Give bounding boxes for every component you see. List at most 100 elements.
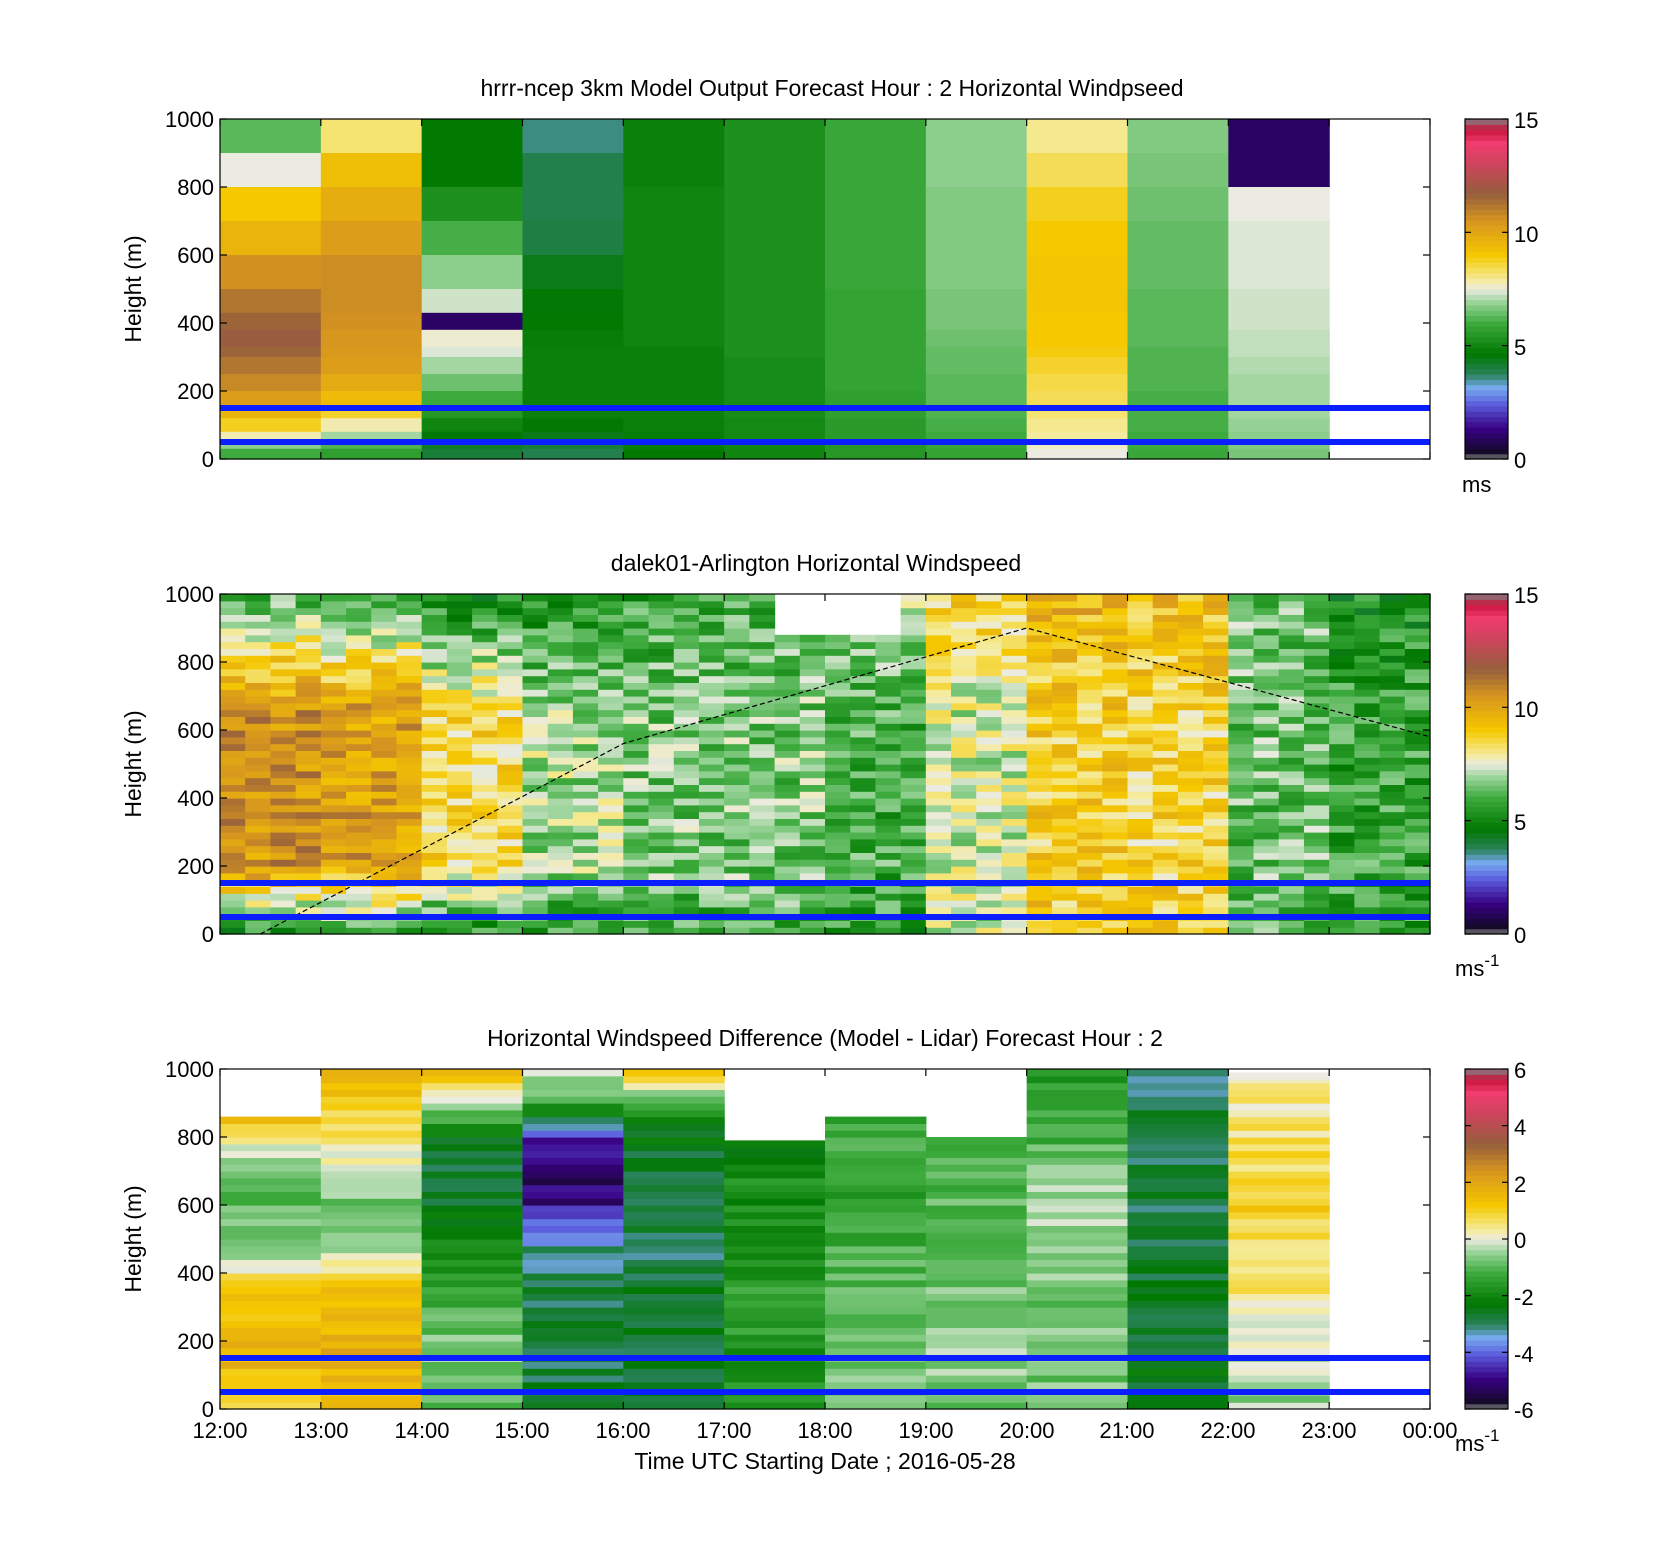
lidar-cell [371, 893, 398, 901]
lidar-cell [1152, 675, 1179, 683]
difference-cell [522, 1381, 624, 1390]
difference-cell [320, 1273, 423, 1281]
model-cell [522, 442, 624, 450]
lidar-cell [371, 764, 398, 772]
colorbar-band [1465, 119, 1508, 125]
difference-cell [623, 1218, 725, 1226]
lidar-cell [1177, 791, 1204, 799]
lidar-cell [1127, 696, 1154, 704]
lidar-cell [1354, 770, 1381, 779]
lidar-cell [825, 757, 851, 765]
lidar-cell [598, 920, 624, 928]
lidar-cell [472, 804, 498, 813]
lidar-cell [1253, 906, 1280, 915]
panel2-reference-lines [220, 880, 1430, 920]
model-cell [220, 329, 322, 348]
lidar-cell [1152, 900, 1179, 908]
difference-cell [320, 1307, 423, 1315]
lidar-cell [1404, 689, 1431, 697]
lidar-cell [1404, 872, 1431, 881]
lidar-cell [1177, 648, 1204, 656]
lidar-cell [396, 804, 423, 813]
lidar-cell [598, 859, 624, 867]
lidar-cell [270, 682, 297, 690]
lidar-cell [396, 675, 423, 683]
lidar-cell [522, 927, 549, 935]
lidar-cell [472, 838, 498, 847]
lidar-cell [371, 750, 398, 758]
difference-cell [724, 1279, 826, 1288]
model-cell [1127, 448, 1229, 460]
lidar-cell [1177, 906, 1204, 915]
lidar-cell [850, 872, 877, 881]
difference-cell [1228, 1089, 1330, 1097]
lidar-cell [749, 614, 776, 622]
lidar-cell [346, 825, 372, 833]
lidar-cell [320, 614, 347, 622]
lidar-cell [1127, 852, 1154, 860]
lidar-cell [270, 757, 297, 765]
difference-cell [925, 1361, 1028, 1369]
difference-cell [421, 1286, 524, 1294]
model-cell [724, 312, 826, 331]
lidar-cell [1051, 675, 1078, 683]
lidar-cell [270, 818, 297, 826]
lidar-cell [1177, 628, 1204, 636]
lidar-cell [799, 668, 826, 677]
lidar-cell [951, 811, 977, 819]
difference-cell [320, 1096, 423, 1104]
difference-cell [1026, 1218, 1129, 1226]
lidar-cell [245, 614, 272, 622]
colorbar-band [1465, 342, 1508, 349]
lidar-cell [547, 641, 574, 649]
colorbar-band [1465, 912, 1508, 919]
lidar-cell [1228, 648, 1255, 656]
lidar-cell [724, 764, 750, 772]
difference-cell [1228, 1177, 1330, 1186]
model-cell [522, 346, 624, 358]
lidar-cell [1278, 872, 1305, 881]
lidar-cell [724, 927, 750, 935]
lidar-cell [346, 886, 372, 894]
lidar-cell [1329, 777, 1355, 785]
lidar-cell [648, 736, 675, 745]
lidar-cell [749, 736, 776, 745]
lidar-cell [925, 675, 952, 683]
lidar-cell [1026, 607, 1053, 615]
colorbar-band [1465, 636, 1508, 643]
difference-cell [825, 1273, 927, 1281]
lidar-cell [774, 634, 801, 643]
lidar-cell [774, 750, 801, 758]
lidar-cell [598, 764, 624, 772]
lidar-cell [1329, 648, 1355, 656]
lidar-cell [1102, 770, 1129, 779]
lidar-cell [1077, 607, 1103, 615]
difference-cell [724, 1218, 826, 1226]
colorbar-band [1465, 1217, 1508, 1224]
difference-cell [623, 1177, 725, 1186]
lidar-cell [623, 600, 650, 609]
lidar-cell [724, 866, 750, 874]
difference-cell [623, 1368, 725, 1376]
lidar-cell [875, 886, 902, 894]
difference-cell [1228, 1191, 1330, 1199]
model-cell [1127, 346, 1229, 358]
lidar-cell [547, 886, 574, 894]
lidar-cell [623, 716, 650, 724]
lidar-cell [1329, 859, 1355, 867]
model-cell [825, 255, 927, 290]
lidar-cell [825, 811, 851, 819]
difference-cell [825, 1157, 927, 1165]
lidar-cell [1404, 927, 1431, 935]
lidar-cell [976, 614, 1003, 622]
difference-cell [522, 1368, 624, 1376]
lidar-cell [1051, 662, 1078, 670]
lidar-cell [623, 770, 650, 779]
lidar-cell [749, 716, 776, 724]
lidar-cell [799, 866, 826, 874]
lidar-cell [1127, 750, 1154, 758]
lidar-cell [850, 716, 877, 724]
lidar-cell [220, 798, 246, 806]
lidar-cell [547, 777, 574, 785]
lidar-cell [1102, 757, 1129, 765]
